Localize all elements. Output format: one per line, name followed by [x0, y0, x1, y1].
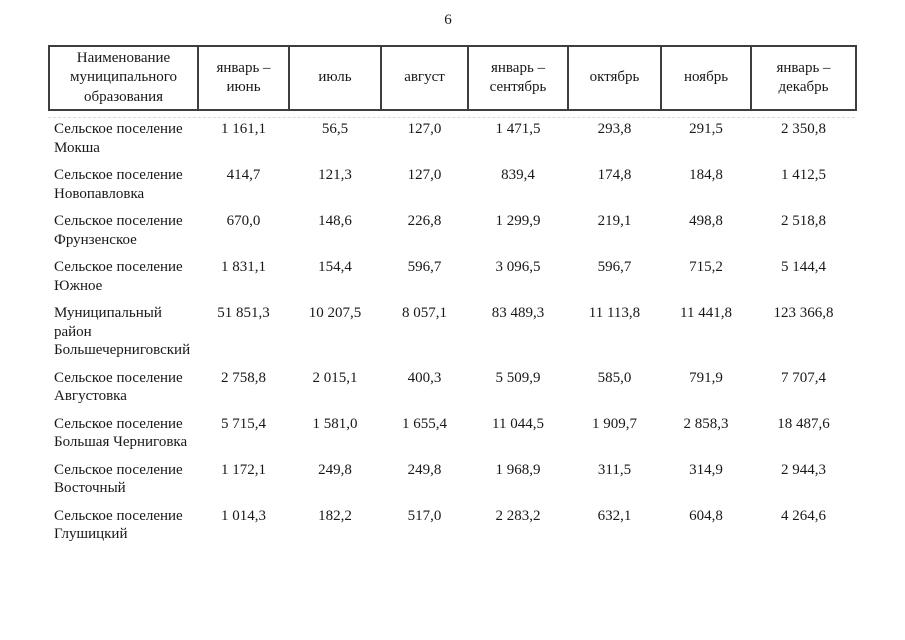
cell-value: 8 057,1: [402, 305, 447, 321]
table-row: Сельское поселение Восточный 1 172,1 249…: [49, 461, 856, 507]
row-name: Сельское поселение Южное: [54, 259, 183, 294]
table-row: Сельское поселение Фрунзенское 670,0 148…: [49, 212, 856, 258]
cell-value: 249,8: [407, 461, 442, 478]
cell-value: 632,1: [597, 507, 632, 524]
column-header-jul: июль: [288, 45, 382, 111]
cell-value: 5 715,4: [221, 415, 266, 432]
cell-value: 2 944,3: [781, 461, 826, 478]
row-name: Сельское поселение Августовка: [54, 369, 183, 405]
cell-value: 293,8: [597, 121, 632, 137]
cell-value: 2 283,2: [495, 507, 541, 524]
cell-value: 1 014,3: [221, 507, 266, 524]
cell-value: 414,7: [226, 167, 261, 183]
cell-value: 1 299,9: [495, 213, 541, 229]
row-name: Сельское поселение Мокша: [54, 121, 183, 156]
column-header-jan-jun: январь – июнь: [197, 45, 290, 111]
table-header-row: Наименование муниципального образования …: [48, 45, 857, 111]
cell-value: 11 044,5: [492, 415, 544, 432]
cell-value: 517,0: [407, 507, 442, 524]
cell-value: 7 707,4: [781, 369, 826, 386]
column-header-oct: октябрь: [567, 45, 662, 111]
column-header-name: Наименование муниципального образования: [48, 45, 199, 111]
table-row: Сельское поселение Августовка 2 758,8 2 …: [49, 369, 856, 415]
cell-value: 4 264,6: [781, 507, 826, 524]
cell-value: 174,8: [597, 167, 632, 183]
table-row: Сельское поселение Южное 1 831,1 154,4 5…: [49, 258, 856, 304]
cell-value: 5 509,9: [495, 369, 541, 386]
cell-value: 2 518,8: [781, 213, 826, 229]
cell-value: 18 487,6: [777, 415, 830, 432]
table-row: Сельское поселение Глушицкий 1 014,3 182…: [49, 507, 856, 553]
municipal-budget-table: Наименование муниципального образования …: [48, 45, 857, 553]
cell-value: 596,7: [597, 259, 632, 275]
cell-value: 314,9: [689, 461, 723, 478]
cell-value: 249,8: [318, 461, 352, 478]
cell-value: 791,9: [689, 369, 723, 386]
row-name: Сельское поселение Фрунзенское: [54, 213, 183, 248]
scan-artifact-line: [48, 117, 855, 118]
row-name: Сельское поселение Большая Черниговка: [54, 415, 188, 451]
cell-value: 127,0: [407, 167, 442, 183]
row-name: Сельское поселение Глушицкий: [54, 507, 183, 543]
cell-value: 11 441,8: [680, 305, 732, 321]
cell-value: 182,2: [318, 507, 352, 524]
cell-value: 10 207,5: [308, 305, 362, 321]
cell-value: 219,1: [597, 213, 632, 229]
cell-value: 184,8: [689, 167, 723, 183]
page-number: 6: [444, 12, 452, 28]
table-row: Сельское поселение Большая Черниговка 5 …: [49, 415, 856, 461]
cell-value: 498,8: [689, 213, 723, 229]
column-header-jan-sep: январь – сентябрь: [467, 45, 569, 111]
cell-value: 311,5: [597, 461, 632, 478]
row-name: Сельское поселение Новопавловка: [54, 167, 183, 202]
cell-value: 154,4: [318, 259, 352, 275]
column-header-jan-dec: январь – декабрь: [750, 45, 857, 111]
cell-value: 1 909,7: [592, 415, 637, 432]
cell-value: 123 366,8: [773, 305, 834, 321]
cell-value: 604,8: [689, 507, 723, 524]
table-row: Сельское поселение Новопавловка 414,7 12…: [49, 166, 856, 212]
cell-value: 5 144,4: [781, 259, 826, 275]
cell-value: 83 489,3: [491, 305, 545, 321]
cell-value: 2 758,8: [221, 369, 266, 386]
row-name: Муниципальный район Большечерниговский: [54, 305, 191, 358]
cell-value: 585,0: [597, 369, 632, 386]
cell-value: 1 581,0: [312, 415, 358, 432]
cell-value: 400,3: [407, 369, 442, 386]
cell-value: 1 471,5: [495, 121, 541, 137]
cell-value: 2 858,3: [683, 415, 729, 432]
cell-value: 148,6: [318, 213, 352, 229]
row-name: Сельское поселение Восточный: [54, 461, 183, 497]
cell-value: 56,5: [321, 121, 349, 137]
cell-value: 1 412,5: [781, 167, 826, 183]
cell-value: 839,4: [501, 167, 535, 183]
table-row: Сельское поселение Мокша 1 161,1 56,5 12…: [49, 110, 856, 166]
cell-value: 1 172,1: [221, 461, 266, 478]
cell-value: 51 851,3: [217, 305, 270, 321]
cell-value: 11 113,8: [588, 305, 641, 321]
cell-value: 291,5: [689, 121, 723, 137]
cell-value: 1 655,4: [402, 415, 447, 432]
cell-value: 670,0: [226, 213, 261, 229]
cell-value: 2 350,8: [781, 121, 826, 137]
cell-value: 1 831,1: [221, 259, 266, 275]
cell-value: 2 015,1: [312, 369, 358, 386]
cell-value: 1 968,9: [495, 461, 541, 478]
cell-value: 3 096,5: [495, 259, 541, 275]
cell-value: 226,8: [407, 213, 442, 229]
cell-value: 127,0: [407, 121, 442, 137]
cell-value: 121,3: [318, 167, 352, 183]
table-row: Муниципальный район Большечерниговский 5…: [49, 304, 856, 369]
column-header-nov: ноябрь: [660, 45, 752, 111]
cell-value: 596,7: [407, 259, 442, 275]
cell-value: 715,2: [689, 259, 723, 275]
column-header-aug: август: [380, 45, 469, 111]
cell-value: 1 161,1: [221, 121, 266, 137]
